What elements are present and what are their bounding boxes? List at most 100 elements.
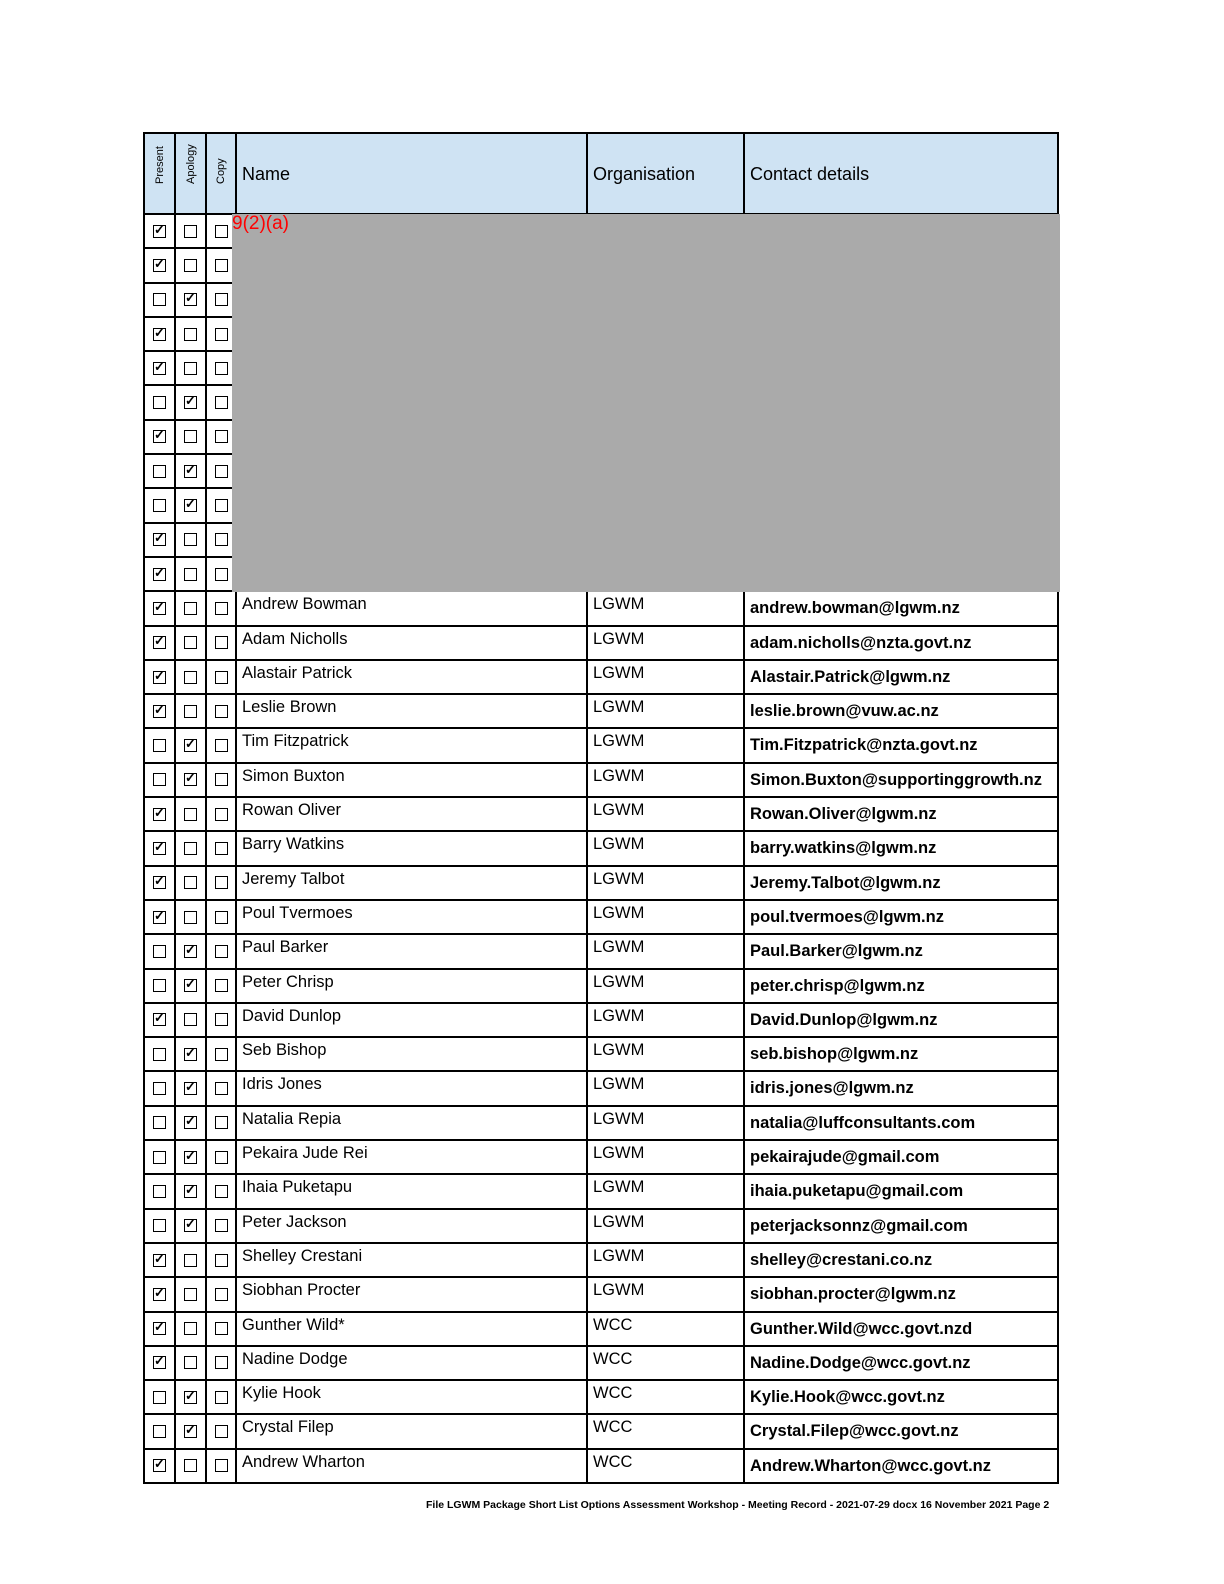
copy-checkbox[interactable]: [214, 396, 228, 410]
copy-checkbox[interactable]: [214, 1047, 228, 1061]
apology-checkbox[interactable]: [184, 1424, 197, 1439]
copy-checkbox[interactable]: [214, 807, 228, 821]
present-checkbox[interactable]: [153, 944, 166, 958]
present-checkbox[interactable]: [153, 532, 166, 547]
copy-checkbox[interactable]: [214, 1390, 228, 1404]
apology-checkbox[interactable]: [184, 327, 197, 341]
present-checkbox[interactable]: [153, 361, 166, 375]
apology-checkbox[interactable]: [184, 807, 197, 821]
copy-checkbox[interactable]: [214, 1082, 228, 1096]
apology-checkbox[interactable]: [184, 876, 197, 890]
apology-checkbox[interactable]: [184, 258, 197, 272]
copy-checkbox[interactable]: [214, 876, 228, 890]
apology-checkbox[interactable]: [184, 361, 197, 375]
copy-checkbox[interactable]: [214, 670, 228, 684]
apology-checkbox[interactable]: [184, 910, 197, 924]
apology-checkbox[interactable]: [184, 1218, 197, 1233]
copy-checkbox[interactable]: [214, 1150, 228, 1164]
apology-checkbox[interactable]: [184, 464, 197, 478]
apology-checkbox[interactable]: [184, 1081, 197, 1096]
present-checkbox[interactable]: [153, 1184, 166, 1198]
present-checkbox[interactable]: [153, 464, 166, 478]
present-checkbox[interactable]: [153, 1082, 166, 1096]
present-checkbox[interactable]: [153, 1321, 166, 1336]
present-checkbox[interactable]: [153, 1425, 166, 1439]
present-checkbox[interactable]: [153, 1116, 166, 1130]
present-checkbox[interactable]: [153, 1150, 166, 1164]
present-checkbox[interactable]: [153, 567, 166, 581]
copy-checkbox[interactable]: [214, 327, 228, 341]
copy-checkbox[interactable]: [214, 533, 228, 547]
present-checkbox[interactable]: [153, 635, 166, 650]
apology-checkbox[interactable]: [184, 430, 197, 444]
apology-checkbox[interactable]: [184, 1459, 197, 1473]
copy-checkbox[interactable]: [214, 773, 228, 787]
apology-checkbox[interactable]: [184, 1356, 197, 1370]
copy-checkbox[interactable]: [214, 1459, 228, 1473]
copy-checkbox[interactable]: [214, 1356, 228, 1370]
copy-checkbox[interactable]: [214, 1184, 228, 1198]
copy-checkbox[interactable]: [214, 601, 228, 615]
apology-checkbox[interactable]: [184, 1287, 197, 1301]
copy-checkbox[interactable]: [214, 293, 228, 307]
copy-checkbox[interactable]: [214, 910, 228, 924]
present-checkbox[interactable]: [153, 739, 166, 753]
apology-checkbox[interactable]: [184, 841, 197, 855]
apology-checkbox[interactable]: [184, 1115, 197, 1130]
present-checkbox[interactable]: [153, 1287, 166, 1301]
copy-checkbox[interactable]: [214, 567, 228, 581]
copy-checkbox[interactable]: [214, 224, 228, 238]
present-checkbox[interactable]: [153, 1253, 166, 1267]
copy-checkbox[interactable]: [214, 1425, 228, 1439]
copy-checkbox[interactable]: [214, 258, 228, 272]
apology-checkbox[interactable]: [184, 636, 197, 650]
copy-checkbox[interactable]: [214, 1219, 228, 1233]
copy-checkbox[interactable]: [214, 944, 228, 958]
copy-checkbox[interactable]: [214, 1013, 228, 1027]
apology-checkbox[interactable]: [184, 533, 197, 547]
copy-checkbox[interactable]: [214, 1253, 228, 1267]
present-checkbox[interactable]: [153, 807, 166, 821]
copy-checkbox[interactable]: [214, 979, 228, 993]
copy-checkbox[interactable]: [214, 1322, 228, 1336]
present-checkbox[interactable]: [153, 293, 166, 307]
present-checkbox[interactable]: [153, 499, 166, 513]
present-checkbox[interactable]: [153, 670, 166, 684]
apology-checkbox[interactable]: [184, 670, 197, 684]
apology-checkbox[interactable]: [184, 978, 197, 993]
copy-checkbox[interactable]: [214, 841, 228, 855]
copy-checkbox[interactable]: [214, 636, 228, 650]
present-checkbox[interactable]: [153, 910, 166, 924]
copy-checkbox[interactable]: [214, 1287, 228, 1301]
apology-checkbox[interactable]: [184, 395, 197, 410]
copy-checkbox[interactable]: [214, 1116, 228, 1130]
apology-checkbox[interactable]: [184, 1150, 197, 1164]
present-checkbox[interactable]: [153, 258, 166, 272]
apology-checkbox[interactable]: [184, 1047, 197, 1061]
apology-checkbox[interactable]: [184, 772, 197, 787]
apology-checkbox[interactable]: [184, 1322, 197, 1336]
copy-checkbox[interactable]: [214, 739, 228, 753]
present-checkbox[interactable]: [153, 396, 166, 410]
present-checkbox[interactable]: [153, 875, 166, 890]
present-checkbox[interactable]: [153, 841, 166, 855]
present-checkbox[interactable]: [153, 1047, 166, 1061]
present-checkbox[interactable]: [153, 1012, 166, 1027]
apology-checkbox[interactable]: [184, 601, 197, 615]
present-checkbox[interactable]: [153, 224, 166, 238]
copy-checkbox[interactable]: [214, 499, 228, 513]
copy-checkbox[interactable]: [214, 704, 228, 718]
apology-checkbox[interactable]: [184, 944, 197, 958]
copy-checkbox[interactable]: [214, 464, 228, 478]
apology-checkbox[interactable]: [184, 704, 197, 718]
present-checkbox[interactable]: [153, 601, 166, 615]
present-checkbox[interactable]: [153, 1458, 166, 1473]
copy-checkbox[interactable]: [214, 361, 228, 375]
apology-checkbox[interactable]: [184, 1184, 197, 1198]
present-checkbox[interactable]: [153, 327, 166, 341]
copy-checkbox[interactable]: [214, 430, 228, 444]
apology-checkbox[interactable]: [184, 224, 197, 238]
apology-checkbox[interactable]: [184, 1253, 197, 1267]
present-checkbox[interactable]: [153, 1390, 166, 1404]
present-checkbox[interactable]: [153, 979, 166, 993]
